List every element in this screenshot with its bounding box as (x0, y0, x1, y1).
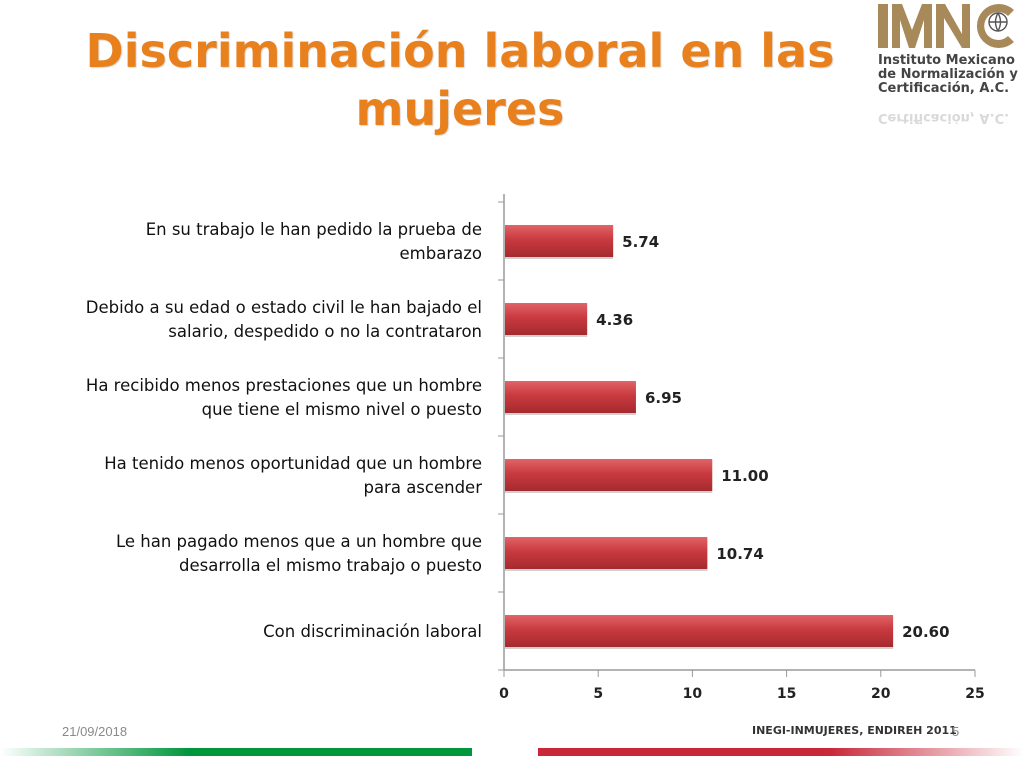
category-label: salario, despedido o no la contrataron (168, 322, 482, 341)
imnc-logo-mark (878, 4, 1014, 49)
x-tick-label: 25 (965, 686, 984, 702)
category-label: que tiene el mismo nivel o puesto (202, 400, 482, 419)
logo-text: Instituto Mexicano de Normalización y Ce… (878, 54, 1020, 96)
imnc-logo: Instituto Mexicano de Normalización y Ce… (874, 2, 1020, 130)
slide-title: Discriminación laboral en las mujeres (40, 22, 880, 138)
category-label: Debido a su edad o estado civil le han b… (86, 298, 482, 317)
category-label: para ascender (363, 478, 482, 497)
logo-reflection: Certificación, A.C. (878, 98, 1020, 124)
bar (505, 225, 614, 257)
value-label: 5.74 (622, 233, 659, 251)
category-label: Ha tenido menos oportunidad que un hombr… (104, 454, 482, 473)
bar (505, 615, 894, 647)
category-label: desarrolla el mismo trabajo o puesto (179, 556, 482, 575)
x-tick-label: 10 (683, 686, 703, 702)
footer-date: 21/09/2018 (62, 724, 128, 739)
bar (505, 381, 636, 413)
x-tick-label: 5 (593, 686, 603, 702)
logo-line-2: de Normalización y (878, 67, 1018, 82)
bar (505, 303, 588, 335)
page-number: 5 (952, 724, 960, 739)
category-label: Ha recibido menos prestaciones que un ho… (86, 376, 482, 395)
title-line-2: mujeres (355, 82, 565, 136)
x-tick-label: 0 (499, 686, 509, 702)
value-label: 10.74 (716, 545, 763, 563)
footer-stripe-green (0, 748, 472, 756)
footer-source: INEGI-INMUJERES, ENDIREH 2011 (752, 724, 957, 737)
logo-reflection-line: Certificación, A.C. (878, 110, 1010, 124)
logo-line-1: Instituto Mexicano (878, 53, 1015, 68)
value-label: 11.00 (721, 467, 768, 485)
logo-line-3: Certificación, A.C. (878, 81, 1010, 96)
footer-stripe-red (538, 748, 1024, 756)
x-tick-label: 20 (871, 686, 891, 702)
category-label: Con discriminación laboral (263, 622, 482, 641)
category-label: embarazo (400, 244, 482, 263)
bar (505, 537, 708, 569)
title-line-1: Discriminación laboral en las (85, 24, 835, 78)
category-label: En su trabajo le han pedido la prueba de (146, 220, 482, 239)
x-tick-label: 15 (777, 686, 796, 702)
value-label: 20.60 (902, 623, 949, 641)
bar (505, 459, 713, 491)
value-label: 6.95 (645, 389, 682, 407)
bar-chart: 0 5 10 15 20 25 5.74 En su trabajo le han pedid… (86, 194, 985, 702)
value-label: 4.36 (596, 311, 633, 329)
category-label: Le han pagado menos que a un hombre que (116, 532, 482, 551)
